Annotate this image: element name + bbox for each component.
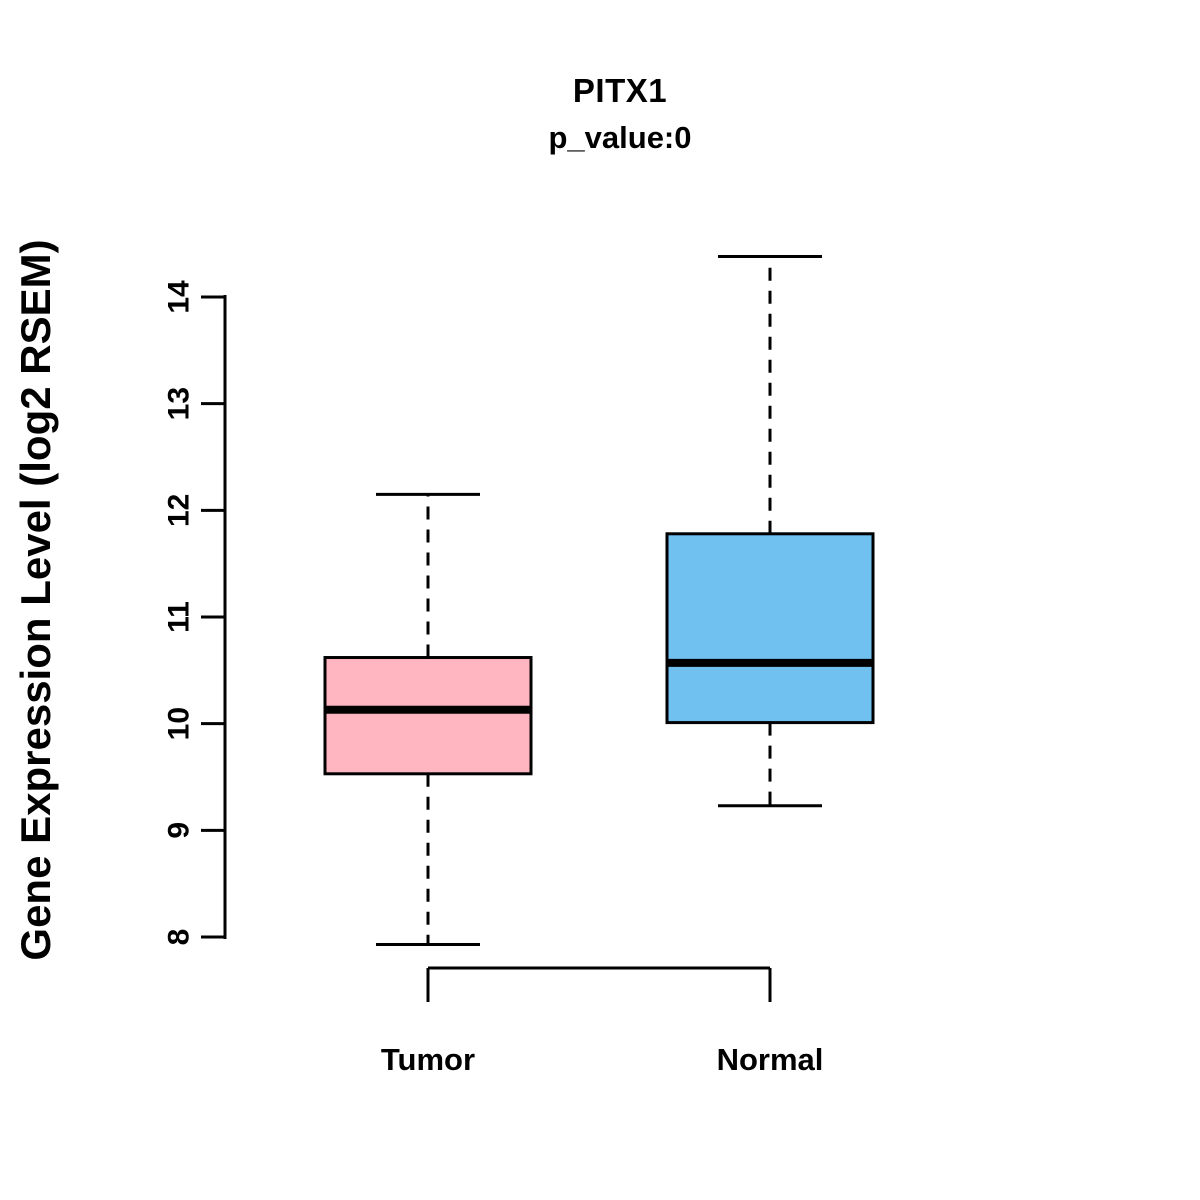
y-tick-label: 9 — [163, 822, 196, 839]
y-tick-label: 11 — [163, 601, 196, 633]
chart-title: PITX1 — [572, 72, 668, 109]
y-tick-label: 12 — [163, 494, 196, 527]
y-tick-label: 8 — [163, 929, 196, 946]
iqr-box-normal — [665, 532, 875, 725]
chart-title-block: PITX1 p_value:0 — [225, 72, 1015, 156]
y-tick-label: 10 — [163, 707, 196, 740]
x-category-label-tumor: Tumor — [380, 1042, 476, 1077]
iqr-box-tumor — [323, 656, 533, 776]
y-tick-label: 14 — [163, 280, 196, 314]
x-category-label-normal: Normal — [716, 1042, 824, 1077]
chart-subtitle: p_value:0 — [548, 120, 692, 155]
y-tick-label: 13 — [163, 387, 196, 420]
